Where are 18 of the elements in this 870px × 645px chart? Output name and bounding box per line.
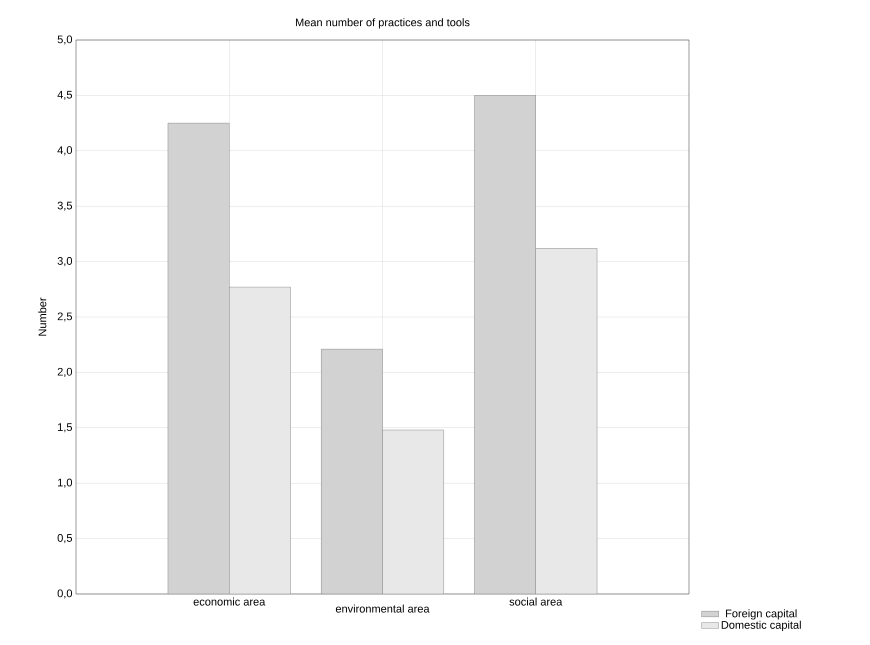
y-tick-label: 5,0 [58, 35, 72, 45]
y-tick-label: 2,5 [58, 312, 72, 322]
y-tick-label: 4,0 [57, 146, 72, 156]
legend-label: Foreign capital [726, 609, 797, 620]
legend-label: Domestic capital [722, 620, 801, 631]
y-tick-label: 3,5 [58, 202, 72, 211]
y-tick-label: 1,5 [58, 423, 72, 432]
y-tick-label: 1,0 [58, 478, 72, 488]
y-tick-label: 0,0 [58, 589, 72, 599]
y-tick-label: 3,0 [58, 257, 72, 266]
y-tick-label: 4,5 [57, 90, 72, 100]
y-axis-title: Number [38, 298, 46, 336]
y-tick-label: 0,5 [58, 534, 72, 544]
x-tick-label: social area [509, 598, 562, 606]
chart-title: Mean number of practices and tools [296, 18, 470, 28]
x-tick-label: environmental area [336, 604, 430, 613]
x-tick-label: economic area [194, 598, 266, 606]
y-tick-label: 2,0 [58, 368, 72, 377]
